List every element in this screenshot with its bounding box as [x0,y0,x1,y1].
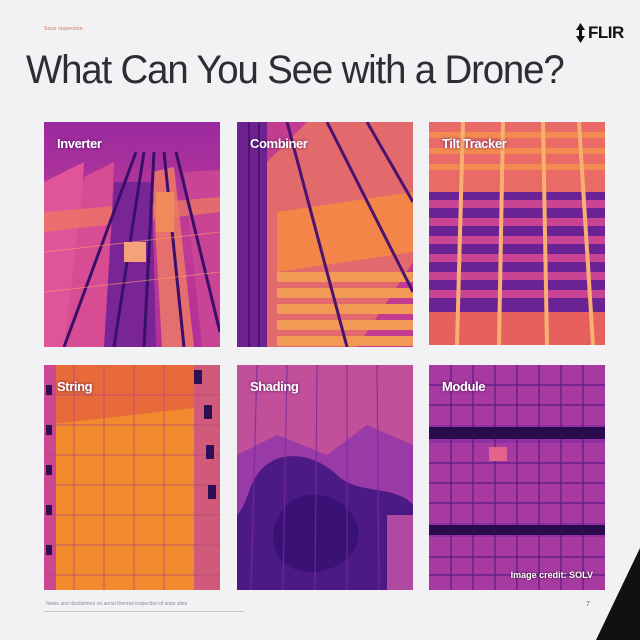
panel-label-shading: Shading [250,379,299,394]
thermal-image-module: Module Image credit: SOLV [429,365,605,590]
thermal-image-inverter: Inverter [44,122,220,347]
shading-thermal-graphic [237,365,413,590]
panel-label-tilt-tracker: Tilt Tracker [442,136,507,151]
page-title: What Can You See with a Drone? [26,48,565,92]
thermal-image-tilt-tracker: Tilt Tracker [429,122,605,345]
corner-accent-triangle [596,548,640,640]
tilt-tracker-thermal-graphic [429,122,605,345]
panel-label-inverter: Inverter [57,136,102,151]
inverter-thermal-graphic [44,122,220,347]
panel-label-module: Module [442,379,486,394]
thermal-image-combiner: Combiner [237,122,413,347]
module-thermal-graphic [429,365,605,590]
page-number: 7 [586,601,590,608]
flir-logo-text: FLIR [588,23,624,42]
thermal-image-string: String [44,365,220,590]
combiner-thermal-graphic [237,122,413,347]
footnote: Notes and disclaimers on aerial thermal … [46,601,188,607]
string-thermal-graphic [44,365,220,590]
flir-logo-icon [576,23,585,43]
image-credit: Image credit: SOLV [510,570,593,580]
thermal-image-shading: Shading [237,365,413,590]
breadcrumb: Solar inspection [44,26,83,32]
footnote-divider [44,611,244,612]
flir-logo: FLIR [575,20,624,46]
panel-label-combiner: Combiner [250,136,308,151]
panel-label-string: String [57,379,93,394]
